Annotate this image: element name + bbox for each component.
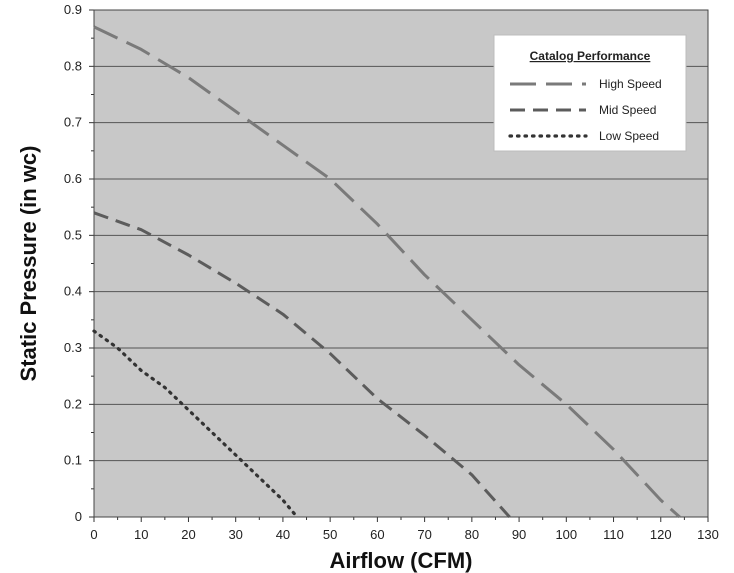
x-tick-label: 50 xyxy=(323,527,337,542)
x-tick-label: 70 xyxy=(417,527,431,542)
axes xyxy=(89,9,709,522)
x-tick-label: 20 xyxy=(181,527,195,542)
legend: Catalog Performance High Speed Mid Speed L… xyxy=(493,34,687,152)
y-tick-label: 0.3 xyxy=(64,340,82,355)
plot-border xyxy=(93,9,709,518)
x-tick-label: 130 xyxy=(697,527,719,542)
y-tick-label: 0.7 xyxy=(64,115,82,130)
y-tick-label: 0 xyxy=(75,509,82,524)
x-tick-label: 0 xyxy=(90,527,97,542)
x-tick-label: 90 xyxy=(512,527,526,542)
legend-box xyxy=(493,34,687,152)
y-tick-label: 0.9 xyxy=(64,2,82,17)
series-line-low-speed xyxy=(92,329,299,519)
y-tick-label: 0.1 xyxy=(64,453,82,468)
x-tick-label: 110 xyxy=(603,527,624,542)
y-tick-label: 0.6 xyxy=(64,171,82,186)
tick-labels: 0 0.1 0.2 0.3 0.4 0.5 0.6 0.7 0.8 0.9 0 10 20 30 40 50 6… xyxy=(64,2,719,542)
series-line-mid-speed xyxy=(93,211,511,519)
series-line-high-speed xyxy=(93,25,681,519)
x-tick-label: 80 xyxy=(465,527,479,542)
y-tick-label: 0.2 xyxy=(64,396,82,411)
x-axis-title: Airflow (CFM) xyxy=(330,548,473,573)
legend-label: Mid Speed xyxy=(599,103,656,117)
x-tick-label: 10 xyxy=(134,527,148,542)
legend-title: Catalog Performance xyxy=(530,49,651,63)
x-tick-label: 40 xyxy=(276,527,290,542)
y-axis-title: Static Pressure (in wc) xyxy=(16,146,41,382)
legend-label: High Speed xyxy=(599,77,662,91)
legend-label: Low Speed xyxy=(599,129,659,143)
x-tick-label: 100 xyxy=(555,527,577,542)
x-tick-label: 120 xyxy=(650,527,672,542)
legend-items: High Speed Mid Speed Low Speed xyxy=(508,77,662,143)
y-tick-label: 0.5 xyxy=(64,227,82,242)
y-tick-label: 0.4 xyxy=(64,284,82,299)
series-lines xyxy=(92,25,681,519)
x-tick-label: 30 xyxy=(228,527,242,542)
y-tick-label: 0.8 xyxy=(64,58,82,73)
x-tick-label: 60 xyxy=(370,527,384,542)
